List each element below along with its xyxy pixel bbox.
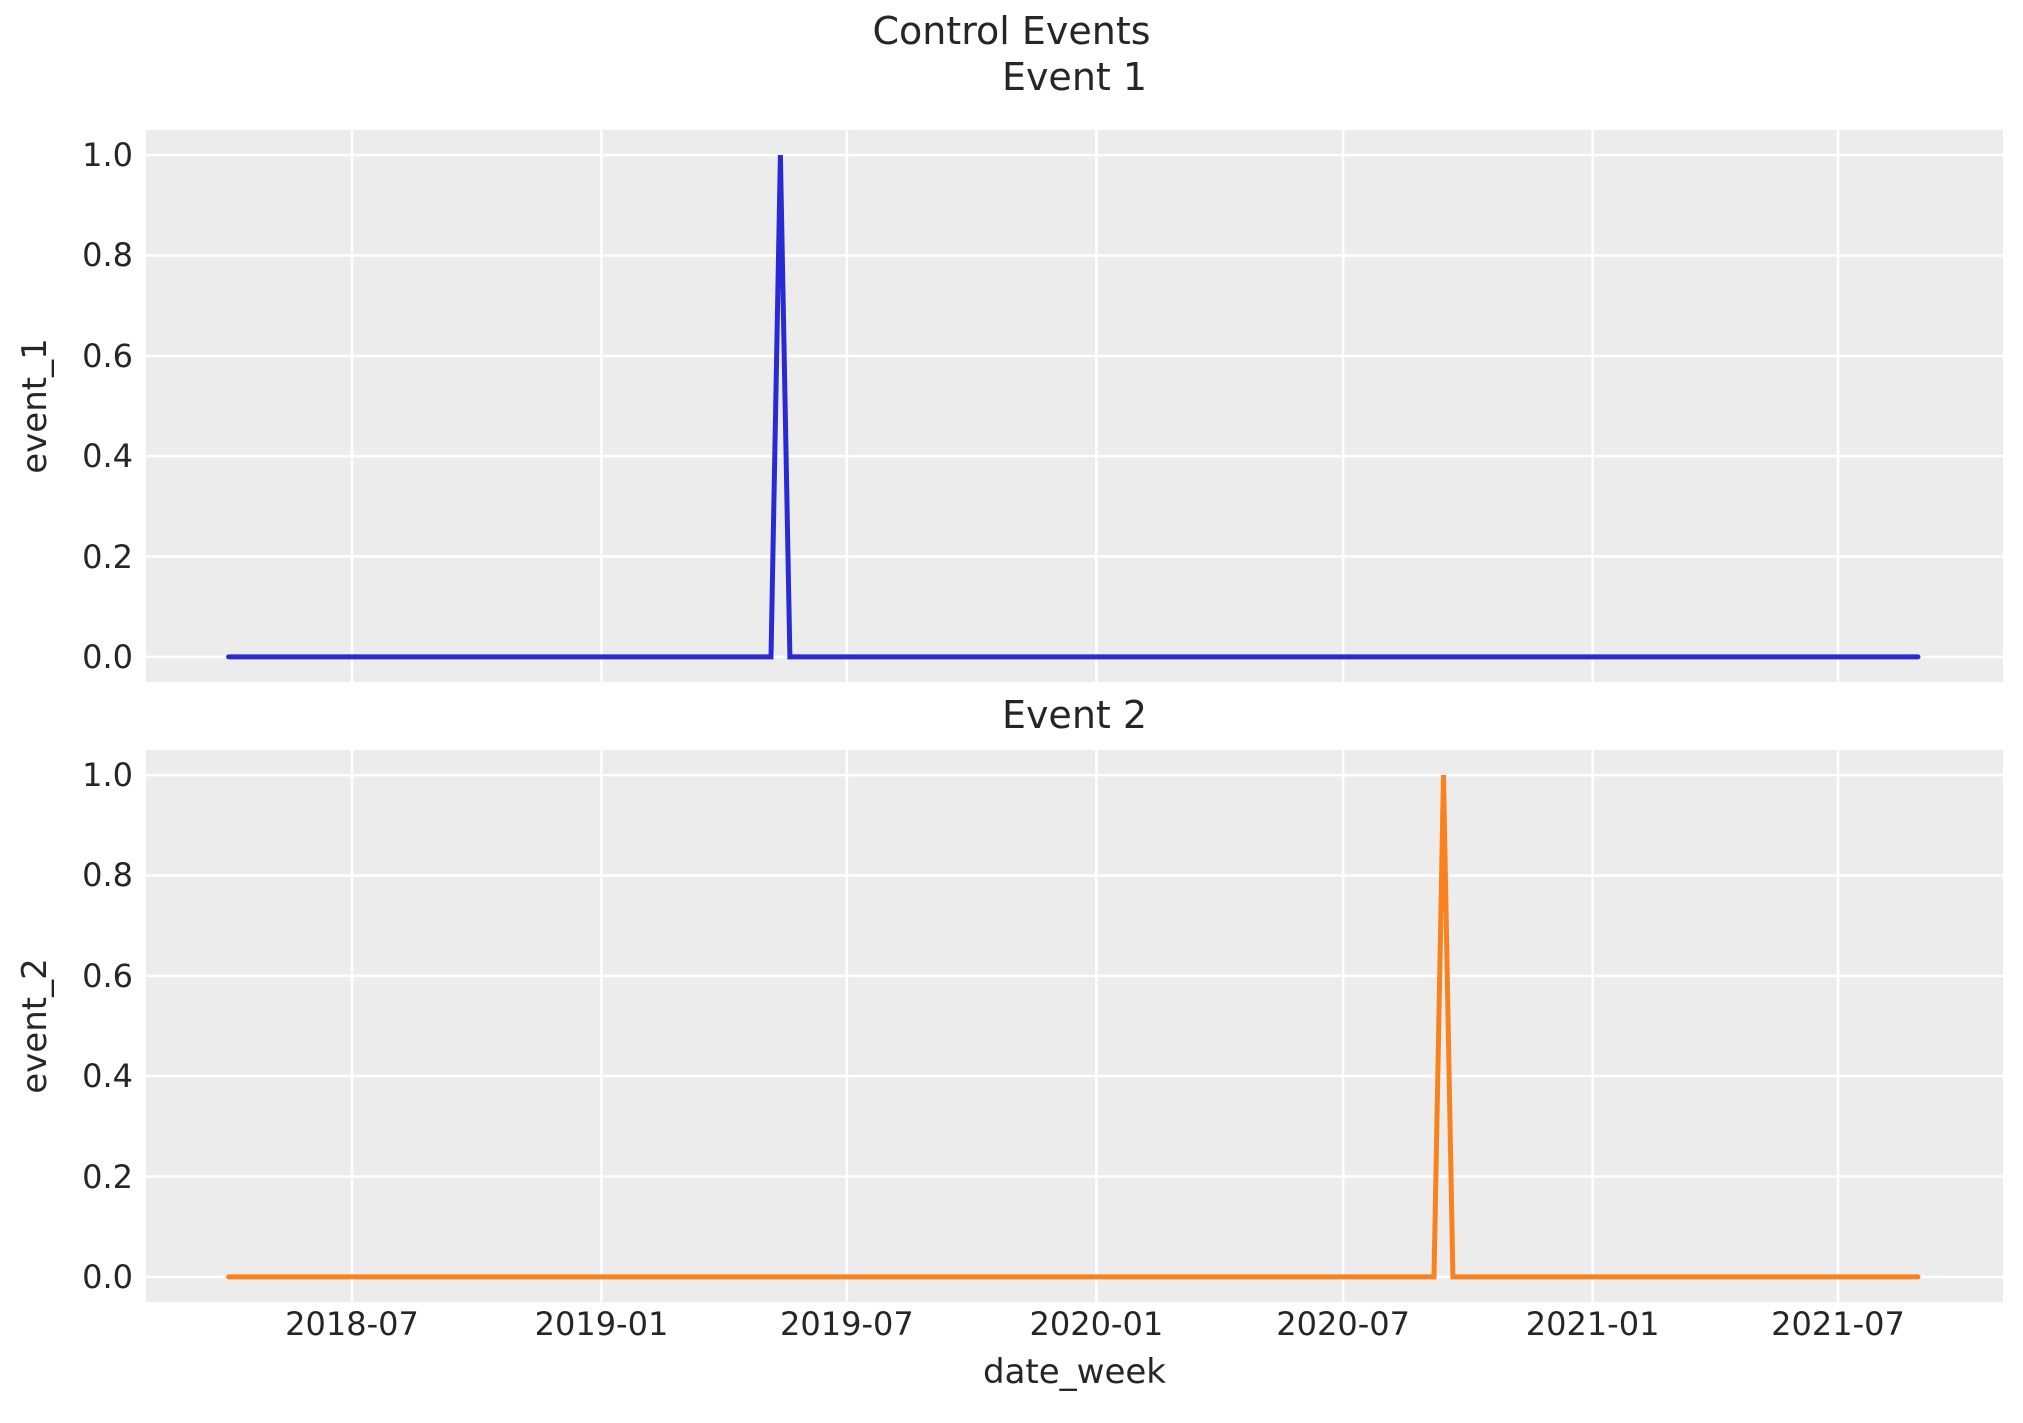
y-tick-label: 0.2: [82, 537, 133, 576]
x-axis-label: date_week: [983, 1352, 1166, 1392]
subplot-event-1-title: Event 1: [1001, 55, 1148, 99]
x-tick-label: 2020-01: [1029, 1305, 1164, 1343]
y-tick-label: 1.0: [82, 756, 133, 795]
plot-area: [146, 750, 2003, 1302]
y-tick-label: 0.2: [82, 1157, 133, 1196]
y-tick-label: 0.0: [82, 637, 133, 676]
y-tick-label: 0.4: [82, 437, 133, 476]
plot-area: [146, 130, 2003, 682]
figure-title: Control Events: [872, 9, 1151, 53]
subplot-event-2-title: Event 2: [1001, 693, 1148, 737]
y-tick-label: 0.8: [82, 236, 133, 275]
y-tick-label: 0.4: [82, 1057, 133, 1096]
y-tick-label: 0.8: [82, 856, 133, 895]
y-tick-label: 0.6: [82, 336, 133, 375]
x-tick-label: 2018-07: [285, 1305, 419, 1343]
x-tick-label: 2020-07: [1276, 1305, 1410, 1343]
event_2-line: [226, 775, 1921, 1280]
event_1-line: [226, 155, 1921, 660]
y-tick-label: 0.0: [82, 1257, 133, 1296]
y-tick-label: 1.0: [82, 136, 133, 175]
x-tick-label: 2021-07: [1771, 1305, 1905, 1343]
y-tick-label: 0.6: [82, 956, 133, 995]
x-tick-label: 2019-01: [534, 1305, 669, 1343]
x-tick-label: 2019-07: [780, 1305, 914, 1343]
x-tick-label: 2021-01: [1525, 1305, 1660, 1343]
